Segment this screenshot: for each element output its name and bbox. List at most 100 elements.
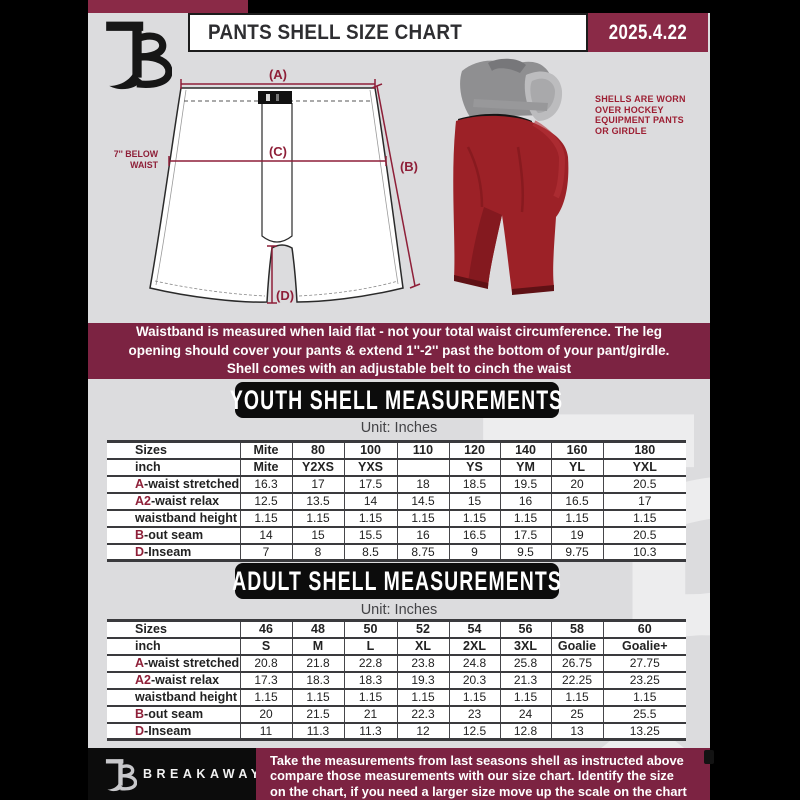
cell: 46 <box>239 620 292 638</box>
cell: 12.8 <box>499 722 551 740</box>
cell: 14 <box>239 526 292 544</box>
shorts-outline <box>149 87 404 303</box>
cell: 17.5 <box>343 475 397 493</box>
cell: Mite <box>239 458 292 476</box>
cell: 1.15 <box>396 509 449 527</box>
cell: 9 <box>448 543 500 561</box>
cell: 1.15 <box>550 688 603 706</box>
footer-note-line: on the chart, if you need a larger size … <box>270 783 687 799</box>
cell: 15 <box>448 492 500 510</box>
cell: 1.15 <box>602 688 686 706</box>
cell: 1.15 <box>239 509 292 527</box>
adult-section-heading: ADULT SHELL MEASUREMENTS <box>232 563 562 599</box>
photo-caption-line: SHELLS ARE WORN <box>595 94 686 104</box>
page-curl-tab <box>704 750 714 764</box>
row-label: A-waist stretched <box>135 656 240 670</box>
cell: 16 <box>499 492 551 510</box>
cell: YM <box>499 458 551 476</box>
adult-heading-text: ADULT SHELL MEASUREMENTS <box>232 565 562 596</box>
cell: 48 <box>291 620 344 638</box>
hockey-pants-photo <box>453 58 569 295</box>
cell: 16.5 <box>448 526 500 544</box>
cell: 25.5 <box>602 705 686 723</box>
cell: 23 <box>448 705 500 723</box>
cell: 3XL <box>499 637 551 655</box>
photo-caption-line: OVER HOCKEY <box>595 104 664 115</box>
cell: 23.25 <box>602 671 686 689</box>
cell: 8.75 <box>396 543 449 561</box>
cell: 16.3 <box>239 475 292 493</box>
cell: 1.15 <box>291 688 344 706</box>
cell: 14.5 <box>396 492 449 510</box>
cell: 1.15 <box>448 688 500 706</box>
cell: Goalie <box>550 637 603 655</box>
table-row: A2-waist relax 17.3 18.3 18.3 19.3 20.3 21.3 22… <box>107 671 686 689</box>
table-row: waistband height 1.15 1.15 1.15 1.15 1.15 1.15… <box>107 688 686 706</box>
cell: 19.5 <box>499 475 551 493</box>
cell: 22.8 <box>343 654 397 672</box>
cell: 110 <box>396 441 449 459</box>
cell: L <box>343 637 397 655</box>
cell: 24 <box>499 705 551 723</box>
top-accent-bar <box>88 0 248 13</box>
cell: 20 <box>239 705 292 723</box>
row-label: D-Inseam <box>135 544 192 559</box>
cell: 1.15 <box>343 509 397 527</box>
cell: 1.15 <box>291 509 344 527</box>
row-label: waistband height <box>135 690 238 704</box>
notice-line: Shell comes with an adjustable belt to c… <box>226 361 572 377</box>
cell: 15.5 <box>343 526 397 544</box>
cell: 21 <box>343 705 397 723</box>
footer-note: Take the measurements from last seasons … <box>256 748 710 800</box>
row-label: inch <box>135 460 161 474</box>
cell: 9.75 <box>550 543 603 561</box>
cell: 17.5 <box>499 526 551 544</box>
label-b: (B) <box>400 159 418 174</box>
page-title: PANTS SHELL SIZE CHART <box>208 20 463 44</box>
footer: BREAKAWAY Take the measurements from las… <box>88 748 710 800</box>
cell: 120 <box>448 441 500 459</box>
adult-unit-label: Unit: Inches <box>360 602 438 618</box>
row-label: B-out seam <box>135 707 204 721</box>
cell: YXL <box>602 458 686 476</box>
row-label: Sizes <box>135 443 167 458</box>
cell: 50 <box>343 620 397 638</box>
cell: 20.8 <box>239 654 292 672</box>
cell: 18.3 <box>343 671 397 689</box>
cell: 17.3 <box>239 671 292 689</box>
cell: 1.15 <box>499 688 551 706</box>
cell: 12 <box>396 722 449 740</box>
cell: 13.5 <box>291 492 344 510</box>
label-c: (C) <box>269 144 287 159</box>
table-row: B-out seam 20 21.5 21 22.3 23 24 25 25.5 <box>107 705 686 723</box>
cell: 22.25 <box>550 671 603 689</box>
cell: 27.75 <box>602 654 686 672</box>
cell: 1.15 <box>396 688 449 706</box>
cell: 16.5 <box>550 492 603 510</box>
cell: 160 <box>550 441 603 459</box>
cell: 14 <box>343 492 397 510</box>
table-row: D-Inseam 7 8 8.5 8.75 9 9.5 9.75 10.3 <box>107 543 686 561</box>
cell: 13 <box>550 722 603 740</box>
cell: 17 <box>602 492 686 510</box>
cell: Mite <box>239 441 292 459</box>
below-waist-label: 7'' BELOW WAIST <box>114 149 159 170</box>
cell: 12.5 <box>239 492 292 510</box>
cell: 19 <box>550 526 603 544</box>
cell: Goalie+ <box>602 637 686 655</box>
table-row: inch S M L XL 2XL 3XL Goalie Goalie+ <box>107 637 686 655</box>
cell: 9.5 <box>499 543 551 561</box>
cell: 17 <box>291 475 344 493</box>
photo-caption: SHELLS ARE WORN OVER HOCKEY EQUIPMENT PA… <box>595 94 710 136</box>
notice-banner: Waistband is measured when laid flat - n… <box>88 323 710 379</box>
cell: 11 <box>239 722 292 740</box>
cell: 1.15 <box>550 509 603 527</box>
photo-caption-line: OR GIRDLE <box>595 125 647 136</box>
table-row: Sizes 46 48 50 52 54 56 58 60 <box>107 620 686 638</box>
cell: 24.8 <box>448 654 500 672</box>
row-label: D-Inseam <box>135 723 192 738</box>
table-row: B-out seam 14 15 15.5 16 16.5 17.5 19 20.5 <box>107 526 686 544</box>
cell: 15 <box>291 526 344 544</box>
label-d: (D) <box>276 288 294 303</box>
cell: 13.25 <box>602 722 686 740</box>
